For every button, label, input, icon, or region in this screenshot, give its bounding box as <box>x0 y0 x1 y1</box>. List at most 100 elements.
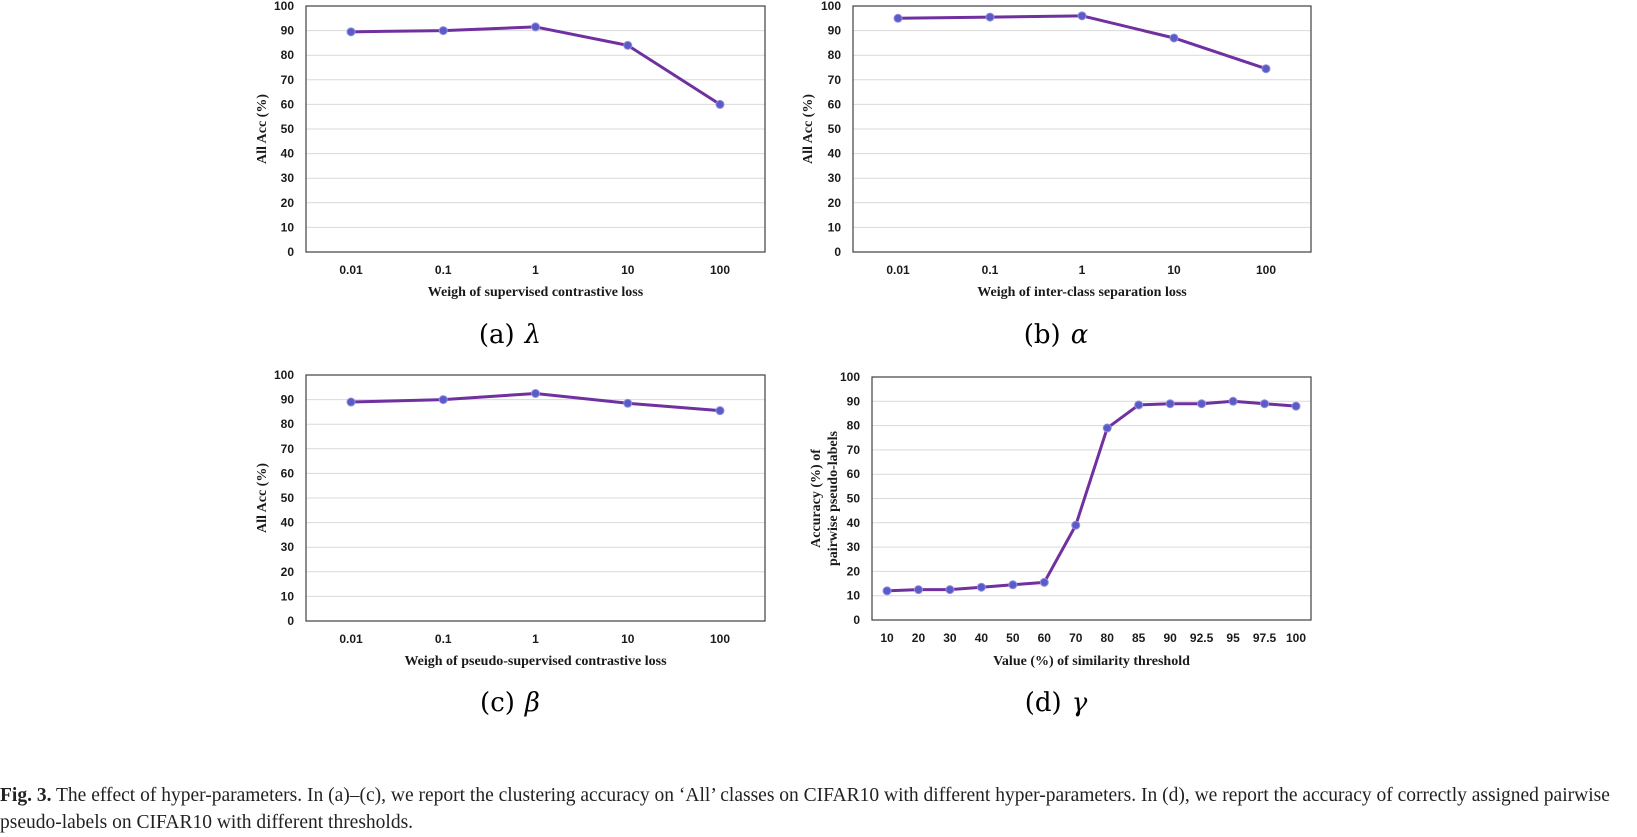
figure-label: Fig. 3. <box>0 785 52 806</box>
x-axis-label-b: Weigh of inter-class separation loss <box>977 285 1187 300</box>
data-point-c <box>623 398 633 408</box>
y-tick-d: 70 <box>847 443 861 457</box>
y-tick-a: 50 <box>281 122 295 136</box>
x-axis-label-c: Weigh of pseudo-supervised contrastive l… <box>404 654 667 669</box>
y-tick-d: 10 <box>847 589 861 603</box>
x-tick-b: 10 <box>1167 263 1181 277</box>
chart-a-svg: 0 10 20 30 40 50 60 70 80 90 100 0.01 0.1 1 10 100 Weigh… <box>255 0 766 300</box>
x-tick-d: 40 <box>975 631 989 645</box>
y-tick-d: 100 <box>840 370 860 384</box>
subcaption-a: (a) λ <box>479 320 541 350</box>
y-axis-label-a: All Acc (%) <box>255 94 270 164</box>
y-tick-b: 10 <box>828 220 842 234</box>
subcaption-d-label: (d) <box>1024 688 1062 718</box>
data-point-a <box>531 22 540 32</box>
x-tick-a: 1 <box>532 263 539 277</box>
subcaption-b-label: (b) <box>1023 320 1061 350</box>
subcaption-b: (b) α <box>1024 320 1089 350</box>
chart-b-svg: 0 10 20 30 40 50 60 70 80 90 100 0.01 0.1 1 10 100 Weigh… <box>801 0 1312 300</box>
plot-frame-d <box>871 376 1312 621</box>
data-point-d <box>1291 401 1301 411</box>
x-tick-d: 95 <box>1226 631 1240 645</box>
subcaption-a-symbol: λ <box>524 320 542 350</box>
x-tick-b: 1 <box>1079 263 1086 277</box>
y-tick-a: 20 <box>281 196 295 210</box>
x-tick-b: 100 <box>1256 263 1276 277</box>
data-point-d <box>1165 399 1175 409</box>
y-tick-b: 0 <box>834 245 841 259</box>
y-tick-d: 80 <box>847 419 861 433</box>
x-tick-a: 10 <box>621 263 635 277</box>
y-tick-a: 60 <box>281 97 295 111</box>
y-tick-c: 40 <box>281 516 295 530</box>
x-axis-label-d: Value (%) of similarity threshold <box>993 654 1190 669</box>
data-point-d <box>913 585 923 595</box>
x-tick-c: 0.01 <box>339 632 363 646</box>
y-tick-b: 50 <box>828 122 842 136</box>
x-tick-c: 0.1 <box>435 632 452 646</box>
y-axis-label-c: All Acc (%) <box>255 463 270 533</box>
x-tick-d: 80 <box>1101 631 1115 645</box>
y-tick-b: 40 <box>828 147 842 161</box>
y-tick-c: 30 <box>281 540 295 554</box>
data-point-b <box>1261 64 1271 74</box>
y-tick-c: 50 <box>281 491 295 505</box>
y-tick-b: 80 <box>828 48 842 62</box>
y-tick-d: 20 <box>847 564 861 578</box>
plot-frame-a <box>305 5 766 253</box>
y-tick-c: 90 <box>281 393 295 407</box>
y-tick-b: 30 <box>828 171 842 185</box>
y-tick-c: 20 <box>281 565 295 579</box>
data-point-a <box>715 99 725 109</box>
subcaption-c-symbol: β <box>524 688 540 718</box>
data-point-b <box>1077 11 1087 21</box>
x-tick-d: 20 <box>912 631 926 645</box>
y-tick-a: 10 <box>281 220 295 234</box>
y-tick-c: 100 <box>274 368 294 382</box>
plot-frame-c <box>305 374 766 622</box>
x-tick-c: 100 <box>710 632 730 646</box>
data-point-d <box>1008 580 1018 590</box>
subcaption-a-label: (a) <box>478 320 515 350</box>
data-point-a <box>438 26 448 36</box>
y-axis-label-d: Accuracy (%) of <box>809 449 824 548</box>
x-tick-d: 70 <box>1069 631 1083 645</box>
x-tick-d: 50 <box>1006 631 1020 645</box>
data-point-d <box>1134 400 1144 410</box>
y-tick-c: 10 <box>281 589 295 603</box>
x-tick-a: 0.1 <box>435 263 452 277</box>
subcaption-c: (c) β <box>480 688 540 718</box>
x-tick-a: 100 <box>710 263 730 277</box>
data-point-d <box>1039 577 1049 587</box>
data-point-c <box>715 406 725 416</box>
data-point-d <box>882 586 892 596</box>
x-tick-d: 85 <box>1132 631 1146 645</box>
figure-caption-text: The effect of hyper-parameters. In (a)–(… <box>0 785 1610 833</box>
x-tick-c: 1 <box>532 632 539 646</box>
y-tick-d: 0 <box>853 613 860 627</box>
x-tick-b: 0.1 <box>982 263 999 277</box>
y-axis-label-d: pairwise pseudo-labels <box>826 430 841 566</box>
data-point-c <box>346 397 356 407</box>
x-tick-d: 92.5 <box>1190 631 1214 645</box>
y-tick-a: 90 <box>281 24 295 38</box>
data-point-d <box>1197 399 1207 409</box>
plot-frame-b <box>852 5 1312 253</box>
data-point-b <box>985 12 995 22</box>
data-point-d <box>1071 520 1081 530</box>
y-tick-d: 90 <box>847 394 861 408</box>
y-tick-d: 30 <box>847 540 861 554</box>
data-point-c <box>531 388 540 398</box>
data-point-d <box>976 582 986 592</box>
figure-caption: Fig. 3. The effect of hyper-parameters. … <box>0 782 1637 836</box>
y-axis-label-b: All Acc (%) <box>801 94 816 164</box>
y-tick-c: 60 <box>281 466 295 480</box>
y-tick-c: 80 <box>281 417 295 431</box>
series-line-d <box>886 399 1297 593</box>
x-tick-d: 10 <box>880 631 894 645</box>
data-point-b <box>893 13 903 23</box>
y-tick-a: 80 <box>281 48 295 62</box>
x-tick-d: 100 <box>1286 631 1306 645</box>
y-tick-a: 100 <box>274 0 294 13</box>
subcaption-d: (d) γ <box>1025 688 1087 718</box>
